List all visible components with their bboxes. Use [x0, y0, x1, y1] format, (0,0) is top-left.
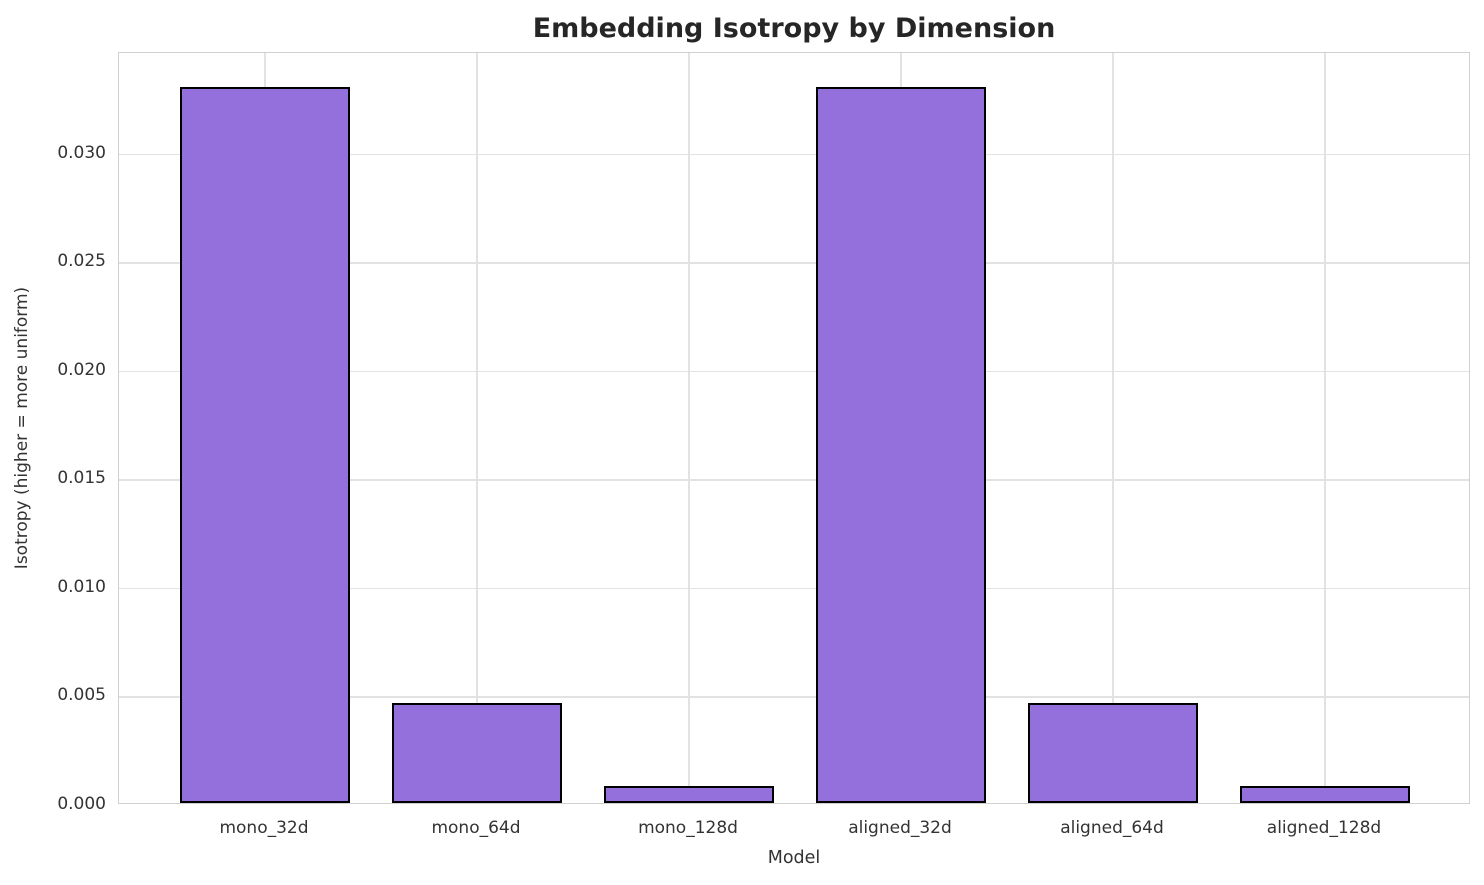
- x-tick-label: aligned_64d: [1060, 818, 1164, 838]
- y-axis-label: Isotropy (higher = more uniform): [12, 286, 32, 570]
- v-grid-line: [1324, 53, 1326, 803]
- h-grid-line: [119, 153, 1469, 156]
- y-tick-label: 0.030: [57, 142, 106, 163]
- y-tick-label: 0.025: [57, 251, 106, 272]
- v-grid-line: [1112, 53, 1114, 803]
- chart-title: Embedding Isotropy by Dimension: [532, 13, 1056, 44]
- x-axis-label: Model: [767, 848, 821, 868]
- y-tick-label: 0.005: [57, 685, 106, 706]
- bar-aligned_64d: [1028, 703, 1198, 803]
- y-tick-label: 0.020: [57, 359, 106, 380]
- bar-aligned_32d: [816, 86, 986, 803]
- bar-mono_64d: [392, 703, 562, 803]
- y-tick-label: 0.010: [57, 576, 106, 597]
- v-grid-line: [688, 53, 690, 803]
- x-tick-label: mono_32d: [219, 818, 309, 838]
- h-grid-line: [119, 262, 1469, 264]
- h-grid-line: [119, 696, 1469, 698]
- bar-aligned_128d: [1240, 785, 1410, 803]
- h-grid-line: [119, 479, 1469, 481]
- bar-mono_32d: [180, 86, 350, 803]
- x-tick-label: aligned_32d: [848, 818, 952, 838]
- v-grid-line: [476, 53, 478, 803]
- plot-area: [118, 52, 1470, 804]
- bar-mono_128d: [604, 785, 774, 803]
- y-tick-label: 0.015: [57, 468, 106, 489]
- h-grid-line: [119, 587, 1469, 590]
- x-tick-label: mono_64d: [431, 818, 521, 838]
- y-tick-label: 0.000: [57, 794, 106, 814]
- x-tick-label: mono_128d: [638, 818, 738, 838]
- x-tick-label: aligned_128d: [1266, 818, 1382, 838]
- h-grid-line: [119, 370, 1469, 373]
